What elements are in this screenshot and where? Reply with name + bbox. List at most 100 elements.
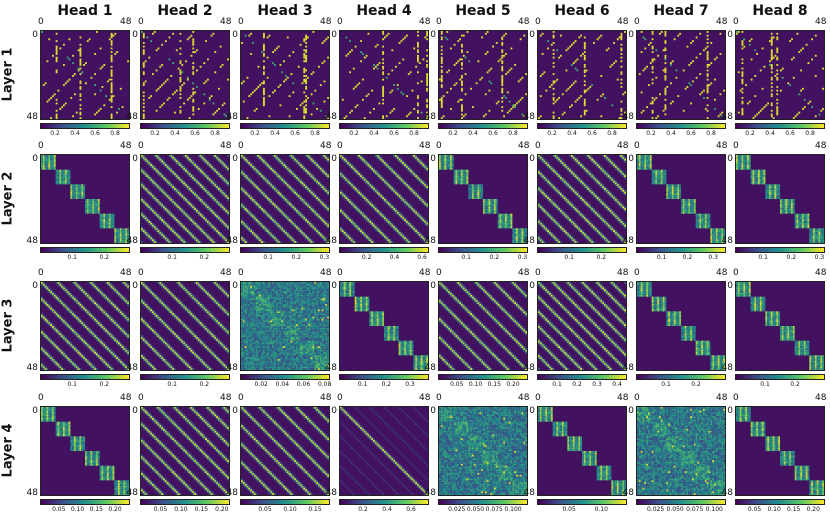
heatmap-cell (201, 156, 204, 159)
heatmap-cell (118, 233, 120, 236)
heatmap-cell (413, 155, 416, 157)
heatmap-cell (121, 230, 124, 233)
heatmap-cell (210, 210, 213, 212)
heatmap-cell (516, 232, 518, 234)
heatmap-cell (242, 188, 245, 190)
heatmap-cell (179, 111, 182, 114)
heatmap-cell (468, 186, 471, 189)
heatmap-cell (770, 42, 773, 44)
heatmap-cell (596, 199, 599, 201)
y-axis-start-label: 0 (620, 30, 634, 40)
heatmap-cell (108, 213, 111, 216)
heatmap-cell (46, 166, 49, 168)
heatmap-cell (583, 36, 586, 39)
heatmap-cell (150, 208, 153, 211)
heatmap-cell (574, 100, 577, 103)
heatmap-cell (312, 71, 315, 74)
heatmap-cell (457, 178, 460, 181)
heatmap-cell (172, 155, 175, 157)
heatmap-cell (50, 158, 53, 161)
attention-heatmap (140, 30, 230, 120)
heatmap-cell (301, 182, 304, 185)
heatmap-cell (59, 178, 62, 181)
heatmap-cell (77, 69, 80, 72)
heatmap-cell (770, 64, 773, 66)
heatmap-cell (116, 237, 119, 240)
heatmap-cell (153, 199, 156, 201)
heatmap-cell (354, 186, 357, 189)
heatmap-cell (161, 160, 164, 163)
heatmap-cell (620, 186, 623, 189)
heatmap-cell (572, 191, 575, 194)
heatmap-cell (179, 239, 182, 242)
heatmap-cell (501, 69, 504, 72)
heatmap-cell (157, 232, 160, 234)
heatmap-cell (517, 228, 520, 231)
colorbar-tick-label: 0.4 (666, 130, 676, 138)
heatmap-cell (66, 178, 69, 181)
heatmap-cell (675, 76, 678, 79)
heatmap-cell (492, 211, 495, 214)
heatmap-cell (208, 224, 211, 227)
y-axis-start-label: 0 (323, 154, 337, 164)
heatmap-cell (446, 155, 449, 157)
heatmap-cell (340, 173, 342, 176)
heatmap-cell (440, 36, 443, 39)
heatmap-cell (750, 58, 753, 61)
heatmap-cell (417, 117, 419, 119)
heatmap-cell (307, 188, 309, 190)
heatmap-cell (770, 56, 773, 59)
heatmap-cell (197, 167, 200, 170)
heatmap-cell (512, 106, 515, 109)
heatmap-cell (188, 158, 191, 161)
colorbar-tick-label: 0.6 (290, 130, 300, 138)
heatmap-cell (501, 80, 504, 83)
heatmap-cell (179, 162, 182, 165)
heatmap-cell (323, 171, 326, 174)
heatmap-cell (341, 158, 344, 161)
heatmap-cell (52, 162, 54, 165)
heatmap-cell (770, 38, 773, 41)
heatmap-cell (380, 213, 383, 216)
heatmap-cell (114, 233, 117, 236)
heatmap-cell (461, 82, 463, 85)
heatmap-cell (197, 166, 200, 168)
heatmap-cell (174, 189, 176, 192)
heatmap-cell (153, 226, 156, 229)
heatmap-cell (170, 156, 173, 159)
heatmap-cell (110, 215, 113, 218)
heatmap-cell (214, 51, 217, 54)
heatmap-cell (547, 197, 550, 200)
heatmap-cell (55, 180, 58, 183)
heatmap-cell (611, 164, 614, 167)
heatmap-cell (157, 213, 160, 216)
heatmap-cell (127, 241, 129, 243)
heatmap-cell (259, 189, 262, 192)
heatmap-cell (572, 42, 575, 44)
heatmap-cell (519, 235, 522, 238)
heatmap-cell (277, 208, 280, 211)
heatmap-cell (473, 191, 476, 194)
heatmap-cell (161, 84, 164, 87)
heatmap-cell (510, 219, 513, 222)
heatmap-cell (356, 171, 359, 174)
heatmap-cell (214, 199, 217, 201)
heatmap-cell (183, 211, 186, 214)
heatmap-cell (365, 54, 368, 57)
heatmap-cell (214, 71, 217, 74)
heatmap-cell (257, 169, 260, 172)
heatmap-cell (521, 235, 524, 238)
heatmap-cell (274, 64, 276, 66)
heatmap-cell (159, 230, 162, 233)
heatmap-cell (349, 40, 352, 43)
heatmap-cell (591, 193, 594, 196)
heatmap-cell (710, 82, 713, 85)
heatmap-cell (279, 104, 282, 107)
heatmap-cell (207, 58, 209, 61)
heatmap-cell (422, 235, 425, 238)
heatmap-cell (343, 197, 346, 200)
heatmap-cell (68, 180, 71, 183)
heatmap-cell (327, 210, 329, 212)
y-axis-start-label: 0 (521, 154, 535, 164)
heatmap-cell (369, 222, 372, 225)
